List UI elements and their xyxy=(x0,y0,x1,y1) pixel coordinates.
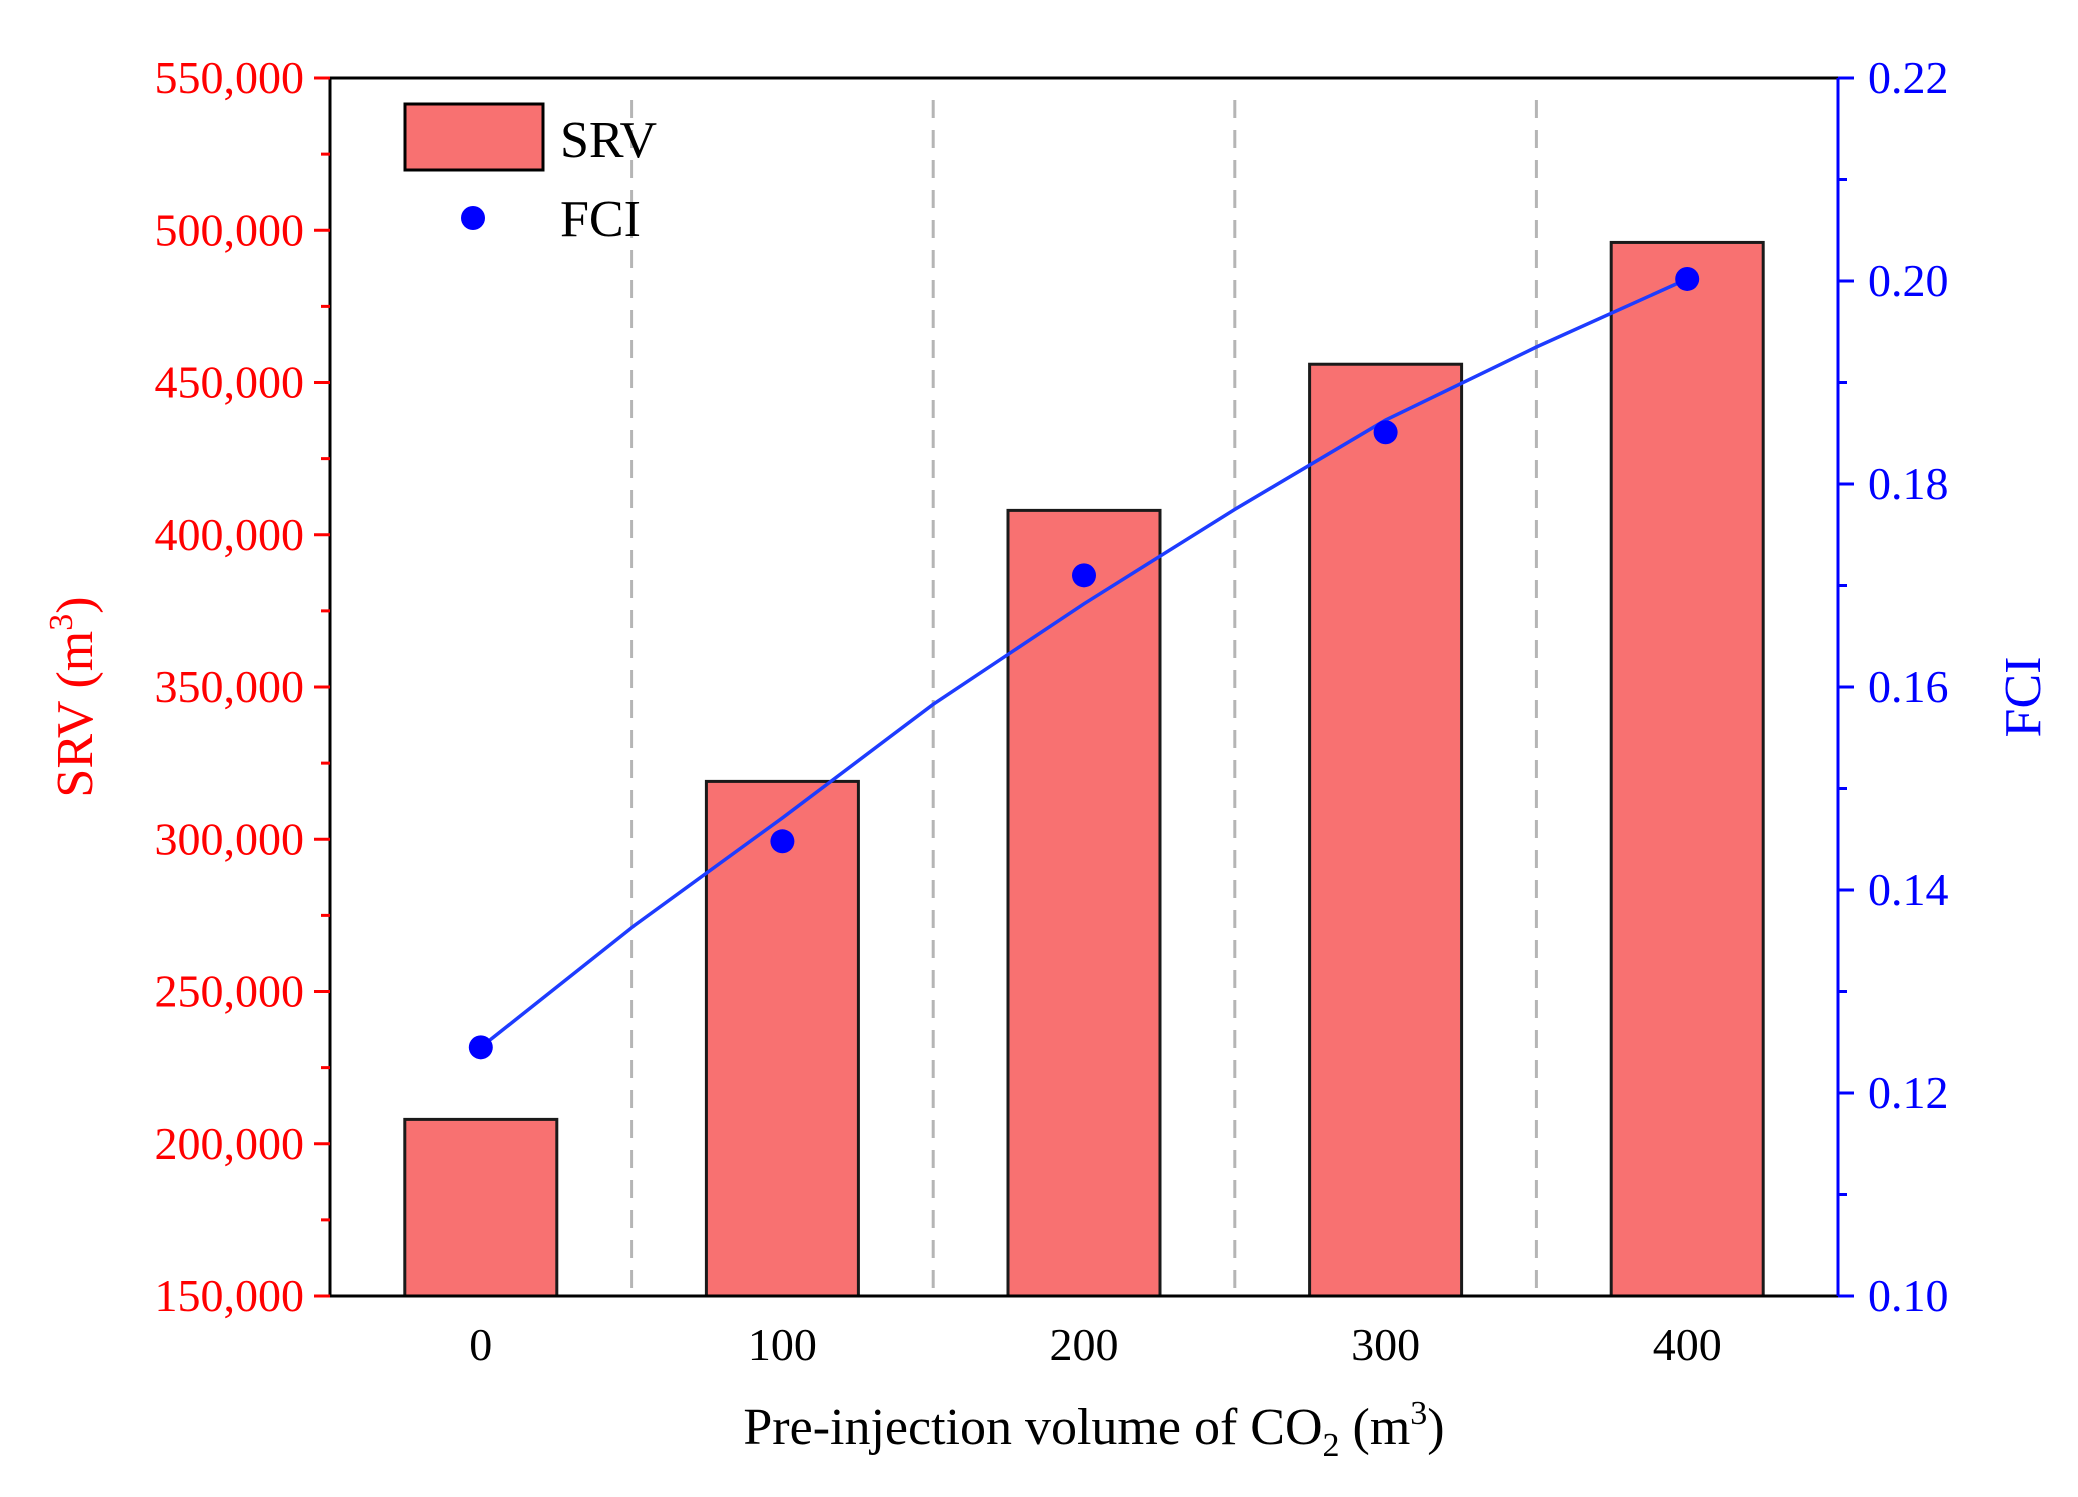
x-tick-label: 100 xyxy=(748,1319,817,1370)
y-left-tick-label: 450,000 xyxy=(155,357,305,408)
legend: SRV FCI xyxy=(403,102,657,248)
x-tick-label: 400 xyxy=(1653,1319,1722,1370)
legend-fci-dot xyxy=(461,206,485,230)
x-axis-title-main: Pre-injection volume of CO xyxy=(743,1399,1322,1456)
x-tick-label: 0 xyxy=(469,1319,492,1370)
srv-bar-400 xyxy=(1609,240,1765,1298)
legend-srv-label: SRV xyxy=(560,112,657,169)
y-right-tick-label: 0.10 xyxy=(1868,1270,1949,1321)
x-axis-title-sub: 2 xyxy=(1323,1427,1340,1464)
plot-area xyxy=(630,100,1538,1296)
y-left-tick-label: 500,000 xyxy=(155,204,305,255)
axes: 150,000 200,000 250,000 300,000 350,000 400,0… xyxy=(155,52,1949,1370)
x-tick-label: 300 xyxy=(1351,1319,1420,1370)
x-axis-title-unit_close: ) xyxy=(1427,1399,1444,1456)
x-axis-title: Pre-injection volume of CO2 (m3) xyxy=(743,1395,1444,1464)
legend-srv-swatch xyxy=(403,102,545,172)
fci-point-300 xyxy=(1373,420,1398,445)
y-right-tick-label: 0.16 xyxy=(1868,661,1949,712)
y-left-axis-title-main: SRV (m xyxy=(47,631,104,798)
y-right-tick-label: 0.18 xyxy=(1868,458,1949,509)
fci-point-100 xyxy=(770,829,795,854)
axis-labels: Pre-injection volume of CO2 (m3)SRV (m3)… xyxy=(43,596,2052,1464)
y-right-tick-label: 0.20 xyxy=(1868,255,1949,306)
y-left-axis-title-close: ) xyxy=(47,596,104,613)
fci-point-0 xyxy=(468,1035,493,1060)
fci-fit-line-group xyxy=(479,277,1688,1049)
srv-bar-300 xyxy=(1308,362,1464,1298)
y-right-tick-label: 0.22 xyxy=(1868,52,1949,103)
fci-points xyxy=(468,266,1700,1060)
y-left-tick-label: 200,000 xyxy=(155,1118,305,1169)
fci-point-200 xyxy=(1072,563,1096,588)
y-left-tick-label: 300,000 xyxy=(155,813,305,864)
y-right-tick-label: 0.14 xyxy=(1868,864,1949,915)
y-right-tick-label: 0.12 xyxy=(1868,1067,1949,1118)
fci-fit-line xyxy=(479,277,1688,1049)
y-left-tick-label: 400,000 xyxy=(155,509,305,560)
legend-fci-label: FCI xyxy=(560,191,641,248)
y-right-axis-title: FCI xyxy=(1995,657,2052,738)
y-left-tick-label: 250,000 xyxy=(155,966,305,1017)
y-left-tick-label: 150,000 xyxy=(155,1270,305,1321)
srv-bar-0 xyxy=(403,1117,559,1298)
x-tick-label: 200 xyxy=(1050,1319,1119,1370)
y-left-tick-label: 350,000 xyxy=(155,661,305,712)
y-left-axis-title-sup: 3 xyxy=(43,614,80,631)
x-axis-title-sup: 3 xyxy=(1410,1395,1427,1432)
srv-bars xyxy=(403,240,1765,1298)
x-axis-title-unit_open: (m xyxy=(1340,1399,1411,1456)
srv-bar-200 xyxy=(1006,508,1162,1298)
fci-point-400 xyxy=(1675,266,1700,291)
y-left-tick-label: 550,000 xyxy=(155,52,305,103)
y-left-axis-title: SRV (m3) xyxy=(43,596,104,797)
